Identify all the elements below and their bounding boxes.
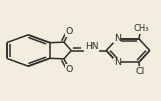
Text: HN: HN	[85, 42, 99, 51]
Text: CH₃: CH₃	[133, 25, 149, 34]
Text: Cl: Cl	[135, 67, 145, 76]
Text: N: N	[114, 58, 121, 67]
Text: O: O	[66, 27, 73, 36]
Text: N: N	[114, 34, 121, 43]
Text: O: O	[66, 65, 73, 74]
